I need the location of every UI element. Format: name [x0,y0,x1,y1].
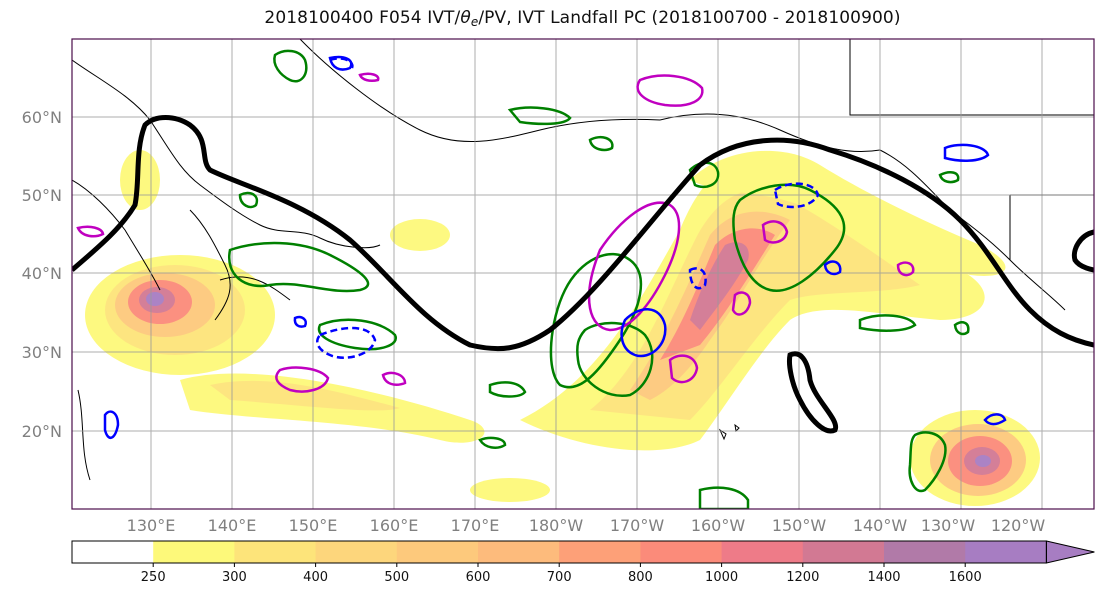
blue-dashed-contours [316,57,820,359]
lon-label-180w: 180°W [529,516,584,535]
lon-label-170w: 170°W [610,516,665,535]
colorbar-segment [315,541,398,563]
ivt-shading [85,150,1040,506]
lat-label-60n: 60°N [22,108,62,127]
colorbar-tick-label: 1400 [867,570,900,585]
colorbar-tick-label: 800 [628,570,653,585]
lon-label-150w: 150°W [772,516,827,535]
colorbar-segment [884,541,966,563]
colorbar-extend-arrow [1045,540,1095,564]
lat-label-20n: 20°N [22,422,62,441]
lat-label-40n: 40°N [22,264,62,283]
magenta-contours [76,72,915,393]
lon-label-130e: 130°E [127,516,176,535]
green-contours [227,49,970,509]
lon-label-160e: 160°E [370,516,419,535]
plot-title: 2018100400 F054 IVT/θe/PV, IVT Landfall … [264,8,901,29]
colorbar-segment [802,541,885,563]
colorbar-segment [721,541,804,563]
colorbar: 250 300 400 500 600 700 800 1000 1200 1400 1600 [71,540,1095,585]
lon-label-150e: 150°E [289,516,338,535]
colorbar-segment [965,541,1047,563]
colorbar-tick-label: 700 [547,570,572,585]
colorbar-segment [559,541,641,563]
colorbar-tick-label: 400 [303,570,328,585]
colorbar-segment [153,541,235,563]
colorbar-segment [640,541,723,563]
colorbar-tick-label: 250 [141,570,166,585]
colorbar-tick-label: 500 [384,570,409,585]
lat-label-30n: 30°N [22,343,62,362]
lon-label-130w: 130°W [921,516,976,535]
colorbar-tick-label: 1600 [949,570,982,585]
pc-contour [72,115,1094,434]
colorbar-tick-label: 300 [222,570,247,585]
lon-label-140w: 140°W [853,516,908,535]
map-frame [71,38,1095,510]
colorbar-tick-label: 1000 [705,570,738,585]
lon-label-140e: 140°E [208,516,257,535]
lon-label-170e: 170°E [451,516,500,535]
colorbar-tick-label: 600 [466,570,491,585]
colorbar-tick-label: 1200 [786,570,819,585]
lon-label-160w: 160°W [691,516,746,535]
colorbar-segment [234,541,317,563]
colorbar-segment [72,541,154,563]
colorbar-segment [478,541,560,563]
lat-label-50n: 50°N [22,186,62,205]
gridlines [72,39,1094,509]
lon-label-120w: 120°W [991,516,1046,535]
colorbar-segment [396,541,479,563]
